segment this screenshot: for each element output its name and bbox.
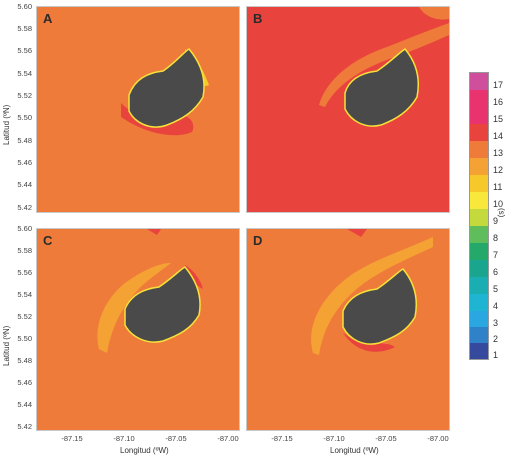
y-tick: 5.50	[17, 113, 32, 122]
panel-label: D	[253, 233, 263, 248]
colorbar-label: 11	[493, 182, 503, 192]
light-orange-band	[97, 263, 171, 353]
y-tick: 5.56	[17, 268, 32, 277]
red-spot	[147, 229, 161, 235]
colorbar-swatch	[470, 277, 488, 294]
wave-period-map-b	[247, 7, 449, 212]
colorbar-label: 13	[493, 148, 504, 158]
x-tick: -87.15	[61, 434, 83, 443]
colorbar-label: 17	[493, 80, 504, 90]
y-tick: 5.54	[17, 290, 32, 299]
y-tick: 5.52	[17, 91, 32, 100]
panel-label: A	[43, 11, 53, 26]
colorbar-swatch	[470, 311, 488, 327]
panel-label: B	[253, 11, 263, 26]
colorbar-swatch	[470, 243, 488, 260]
y-axis-label: Latitud (ºN)	[2, 325, 11, 366]
colorbar-swatch	[470, 90, 488, 107]
x-tick: -87.10	[113, 434, 135, 443]
y-tick: 5.50	[17, 334, 32, 343]
colorbar-unit: (s)	[497, 208, 506, 218]
x-axis-label: Longitud (ºW)	[120, 446, 169, 455]
y-tick: 5.58	[17, 24, 32, 33]
x-tick: -87.05	[165, 434, 187, 443]
colorbar-label: 14	[493, 131, 504, 141]
x-tick: -87.00	[217, 434, 239, 443]
colorbar-label: 15	[493, 114, 504, 124]
x-axis-label: Longitud (ºW)	[330, 446, 379, 455]
light-orange-band	[311, 237, 433, 355]
orange-corner	[419, 7, 449, 20]
y-tick: 5.44	[17, 180, 32, 189]
colorbar-label: 9	[493, 216, 499, 226]
colorbar-swatch	[470, 141, 488, 158]
y-tick: 5.42	[17, 203, 32, 212]
red-zone	[343, 333, 395, 352]
map-panel-b: B	[246, 6, 450, 213]
y-tick: 5.46	[17, 158, 32, 167]
map-panel-d: D	[246, 228, 450, 431]
y-tick: 5.46	[17, 378, 32, 387]
map-panel-c: C	[36, 228, 240, 431]
colorbar-swatch	[470, 73, 488, 90]
colorbar-label: 10	[493, 199, 504, 209]
colorbar-swatch	[470, 260, 488, 277]
island-shape	[342, 268, 417, 345]
x-tick: -87.05	[375, 434, 397, 443]
colorbar	[469, 72, 489, 360]
x-tick: -87.00	[427, 434, 449, 443]
wave-period-map-c	[37, 229, 239, 430]
y-tick: 5.42	[17, 422, 32, 431]
island-shape	[344, 48, 419, 127]
colorbar-swatch	[470, 327, 488, 343]
panel-label: C	[43, 233, 53, 248]
orange-band	[319, 23, 449, 107]
colorbar-swatch	[470, 124, 488, 141]
colorbar-label: 8	[493, 233, 499, 243]
colorbar-label: 1	[493, 350, 499, 360]
colorbar-label: 6	[493, 267, 499, 277]
colorbar-label: 12	[493, 165, 504, 175]
map-panel-a: A	[36, 6, 240, 213]
colorbar-swatch	[470, 226, 488, 243]
colorbar-label: 2	[493, 334, 499, 344]
colorbar-swatch	[470, 158, 488, 175]
colorbar-swatch	[470, 294, 488, 311]
island-shape	[128, 48, 205, 128]
colorbar-label: 16	[493, 97, 504, 107]
y-tick: 5.60	[17, 224, 32, 233]
y-tick: 5.60	[17, 2, 32, 11]
y-tick: 5.44	[17, 400, 32, 409]
y-tick: 5.48	[17, 136, 32, 145]
x-tick: -87.15	[271, 434, 293, 443]
red-zone	[185, 265, 203, 289]
island-shape	[124, 266, 201, 343]
y-tick: 5.52	[17, 312, 32, 321]
y-axis-label: Latitud (ºN)	[2, 104, 11, 145]
colorbar-label: 3	[493, 318, 499, 328]
colorbar-label: 7	[493, 250, 499, 260]
y-tick: 5.58	[17, 246, 32, 255]
y-tick: 5.48	[17, 356, 32, 365]
wave-period-map-d	[247, 229, 449, 430]
colorbar-swatch	[470, 175, 488, 192]
y-tick: 5.56	[17, 46, 32, 55]
y-tick: 5.54	[17, 69, 32, 78]
colorbar-swatch	[470, 192, 488, 209]
colorbar-swatch	[470, 209, 488, 226]
x-tick: -87.10	[323, 434, 345, 443]
wave-period-map-a	[37, 7, 239, 212]
colorbar-swatch	[470, 107, 488, 124]
colorbar-label: 4	[493, 301, 499, 311]
colorbar-label: 5	[493, 284, 499, 294]
red-spot	[347, 229, 367, 237]
colorbar-swatch	[470, 343, 488, 359]
